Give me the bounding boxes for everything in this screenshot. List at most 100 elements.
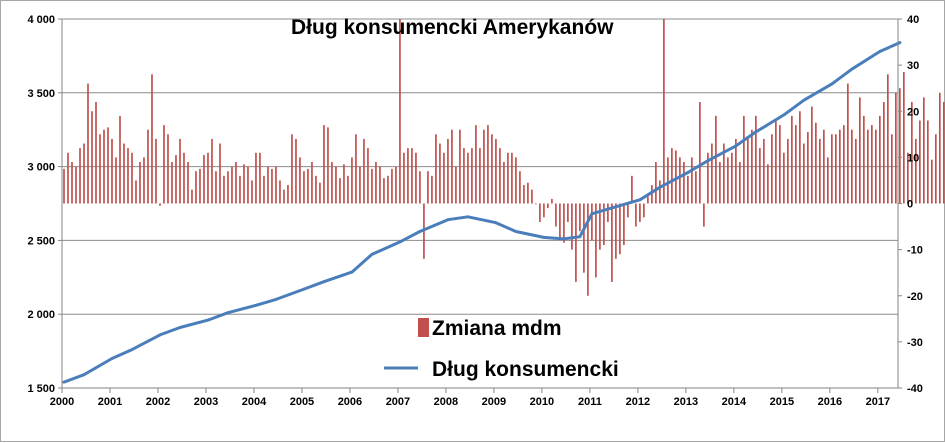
change-bar [567,203,569,222]
change-bar [387,175,389,204]
change-bar [279,180,281,204]
change-bar [819,138,821,204]
change-bar [475,125,477,204]
change-bar [607,203,609,222]
debt-line-point [686,171,690,174]
change-bar [75,166,77,204]
change-bar [911,102,913,204]
change-bar [930,159,933,204]
change-bar [187,161,189,204]
debt-line-point [178,326,182,329]
debt-line-point [802,98,806,102]
change-bar [143,157,145,204]
change-bar [231,166,233,204]
change-bar [343,164,345,204]
debt-line-point [226,311,230,315]
change-bar [171,161,173,204]
change-bars [63,19,945,296]
change-bar [575,203,577,282]
x-tick-label: 2009 [482,396,506,408]
change-bar [323,125,325,204]
x-tick-label: 2011 [578,396,602,408]
change-bar [879,115,881,204]
chart-title: Dług konsumencki Amerykanów [291,16,614,39]
change-bar [643,203,645,218]
change-bar [791,115,793,204]
change-bar [263,175,265,204]
x-tick-label: 2007 [386,396,410,408]
change-bar [239,175,241,204]
change-bar [455,166,457,204]
change-bar [511,152,513,204]
change-bar [215,171,217,204]
change-bar [267,166,269,204]
change-bar [703,203,705,227]
x-tick-label: 2008 [434,396,458,408]
change-bar [915,138,917,204]
change-bar [487,125,489,204]
change-bar [411,148,413,204]
x-tick-label: 2003 [194,396,218,408]
change-bar [463,148,465,204]
change-bar [127,148,129,204]
y-right-tick-label: 10 [907,152,919,164]
y-right-tick-label: 20 [907,106,919,118]
change-bar [99,134,101,204]
change-bar [467,152,469,204]
change-bar [871,125,873,204]
debt-line-point [206,318,210,322]
change-bar [315,175,317,204]
y-right-tick-label: -40 [907,383,923,395]
change-bar [759,148,761,204]
change-bar [131,152,133,204]
change-bar [299,157,301,204]
change-bar [895,92,897,204]
change-bar [599,203,601,250]
y-right-tick-label: 0 [907,199,913,211]
change-bar [515,157,517,204]
change-bar [203,155,205,204]
change-bar [639,203,641,222]
change-bar [159,203,161,206]
change-bar [715,115,717,204]
debt-line-point [110,357,114,360]
legend-bar-label: Zmiana mdm [432,317,562,340]
change-bar [443,152,445,204]
x-tick-label: 2000 [50,396,74,408]
change-bar [351,157,353,204]
change-bar [63,168,65,204]
change-bar [71,161,73,204]
change-bar [611,203,613,282]
change-bar [815,122,817,204]
change-bar [787,138,789,204]
change-bar [795,125,797,204]
change-bar [491,134,493,204]
change-bar [587,203,589,296]
change-bar [807,132,809,204]
change-bar [135,180,137,204]
debt-line-layer [62,41,902,384]
change-bar [211,138,213,204]
change-bar [151,74,153,204]
change-bar [891,134,893,204]
change-bar [439,143,441,204]
x-tick-label: 2012 [626,396,650,408]
change-bar [395,166,397,204]
change-bar [683,161,685,204]
change-bar [91,111,93,204]
change-bar [735,138,737,204]
change-bar [695,171,697,204]
change-bar [451,129,453,204]
x-tick-label: 2001 [98,396,122,408]
change-bar [115,157,117,204]
x-tick-label: 2014 [722,396,747,408]
change-bar [479,148,481,204]
change-bar [923,97,925,204]
change-bar [619,203,621,255]
change-bar [547,203,549,209]
change-bar [483,129,485,204]
change-bar [731,152,733,204]
change-bar [383,178,385,204]
debt-line-point [446,218,450,222]
change-bar [275,166,277,204]
